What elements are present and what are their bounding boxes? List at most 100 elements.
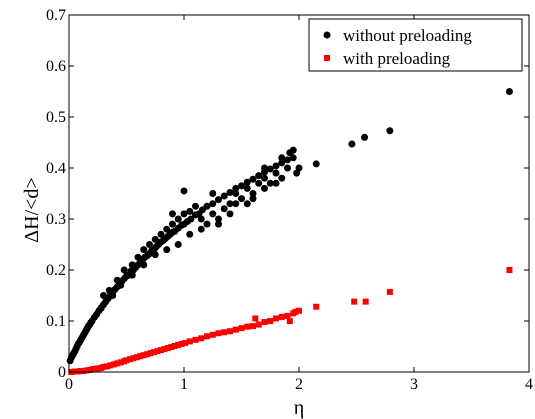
data-point-without-preloading: [284, 156, 291, 164]
data-point-without-preloading: [272, 169, 280, 177]
x-tick-label: 1: [180, 376, 188, 393]
data-point-without-preloading: [187, 215, 195, 223]
data-point-with-preloading: [250, 323, 256, 330]
data-point-without-preloading: [192, 202, 199, 210]
data-point-without-preloading: [278, 159, 286, 167]
data-point-without-preloading: [243, 184, 251, 192]
data-point-with-preloading: [284, 312, 291, 319]
data-point-with-preloading: [94, 365, 101, 372]
data-point-with-preloading: [244, 323, 251, 330]
data-point-without-preloading: [215, 220, 222, 228]
data-point-with-preloading: [154, 348, 161, 355]
data-point-with-preloading: [238, 325, 245, 332]
data-point-without-preloading: [97, 304, 105, 312]
data-point-without-preloading: [174, 215, 182, 223]
data-point-with-preloading: [130, 355, 137, 362]
data-point-with-preloading: [110, 361, 117, 368]
data-point-without-preloading: [272, 162, 280, 170]
data-point-with-preloading: [123, 357, 130, 364]
data-point-without-preloading: [117, 281, 125, 289]
data-point-with-preloading: [215, 330, 222, 337]
data-point-without-preloading: [386, 127, 394, 135]
data-point-without-preloading: [266, 165, 274, 173]
data-point-without-preloading: [289, 154, 297, 162]
data-point-with-preloading: [178, 340, 185, 347]
data-point-with-preloading: [126, 356, 133, 363]
data-point-with-preloading: [175, 341, 182, 348]
data-point-with-preloading: [313, 303, 320, 310]
data-point-without-preloading: [255, 179, 263, 187]
data-point-without-preloading: [255, 172, 263, 180]
y-tick-label: 0.2: [46, 262, 66, 279]
data-point-without-preloading: [203, 220, 211, 228]
data-point-without-preloading: [157, 230, 165, 238]
data-point-without-preloading: [109, 292, 117, 299]
data-point-with-preloading: [117, 359, 124, 366]
data-point-with-preloading: [182, 339, 189, 346]
data-point-with-preloading: [151, 349, 158, 356]
data-point-without-preloading: [272, 179, 280, 187]
data-point-without-preloading: [278, 154, 286, 162]
data-point-with-preloading: [278, 313, 285, 320]
data-point-with-preloading: [133, 354, 140, 361]
data-point-with-preloading: [252, 315, 259, 322]
data-point-with-preloading: [171, 342, 178, 349]
data-point-with-preloading: [83, 367, 90, 374]
data-point-without-preloading: [243, 178, 251, 186]
data-point-without-preloading: [226, 188, 234, 196]
x-tick-label: 4: [525, 376, 533, 393]
data-point-with-preloading: [221, 329, 228, 336]
data-point-without-preloading: [243, 200, 251, 208]
data-point-without-preloading: [220, 192, 228, 200]
data-point-without-preloading: [215, 196, 222, 204]
legend-label-without-preloading: without preloading: [343, 26, 472, 45]
data-point-without-preloading: [232, 190, 240, 197]
data-point-with-preloading: [140, 352, 147, 359]
data-point-without-preloading: [113, 276, 121, 284]
data-point-without-preloading: [174, 241, 182, 248]
y-tick-label: 0.3: [46, 211, 66, 228]
data-point-with-preloading: [91, 365, 98, 372]
data-point-without-preloading: [312, 160, 320, 168]
data-point-without-preloading: [215, 215, 222, 223]
data-point-with-preloading: [209, 331, 216, 338]
data-point-without-preloading: [249, 195, 257, 203]
data-point-without-preloading: [261, 164, 268, 172]
data-point-with-preloading: [198, 335, 205, 342]
data-point-without-preloading: [134, 253, 142, 261]
y-tick-label: 0.4: [46, 160, 66, 177]
data-point-with-preloading: [273, 315, 279, 322]
data-point-with-preloading: [103, 363, 110, 370]
x-tick-label: 3: [410, 376, 418, 393]
data-point-with-preloading: [144, 351, 151, 358]
data-point-without-preloading: [220, 205, 228, 213]
legend: without preloading with preloading: [308, 18, 523, 72]
data-point-with-preloading: [506, 267, 513, 273]
data-point-without-preloading: [146, 241, 153, 248]
x-axis: 0 1 2 3 4: [65, 15, 533, 393]
data-point-with-preloading: [204, 333, 210, 340]
data-point-without-preloading: [169, 220, 176, 228]
data-point-without-preloading: [186, 207, 194, 215]
data-point-with-preloading: [164, 345, 171, 352]
axes-frame: [68, 14, 530, 373]
data-point-with-preloading: [100, 363, 107, 370]
data-point-without-preloading: [295, 164, 303, 172]
data-point-with-preloading: [261, 319, 268, 326]
data-point-without-preloading: [128, 271, 136, 279]
data-point-with-preloading: [362, 298, 369, 305]
data-point-with-preloading: [296, 307, 302, 314]
data-point-with-preloading: [137, 353, 144, 360]
data-point-without-preloading: [348, 140, 356, 148]
data-point-without-preloading: [100, 292, 107, 299]
data-point-without-preloading: [197, 225, 205, 233]
data-point-with-preloading: [79, 367, 86, 374]
y-tick-label: 0.5: [46, 109, 66, 126]
data-point-without-preloading: [261, 184, 268, 192]
y-axis: 0 0.1 0.2 0.3 0.4 0.5 0.6 0.7: [46, 7, 529, 381]
data-point-without-preloading: [163, 246, 171, 254]
x-axis-label: η: [294, 397, 304, 419]
data-point-without-preloading: [249, 190, 257, 197]
data-point-without-preloading: [361, 133, 369, 141]
data-point-with-preloading: [232, 326, 239, 333]
